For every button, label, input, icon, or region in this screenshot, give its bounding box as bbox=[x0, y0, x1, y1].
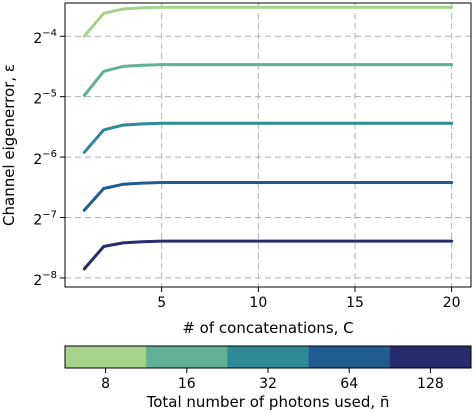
plot-frame bbox=[64, 2, 472, 288]
y-tick-label: 2−6 bbox=[33, 149, 57, 168]
colorbar-swatch-64 bbox=[308, 346, 391, 368]
colorbar-label: Total number of photons used, n̄ bbox=[146, 393, 390, 411]
grid-lines bbox=[65, 3, 471, 287]
colorbar-tick-label: 32 bbox=[259, 376, 277, 392]
y-tick-label: 2−4 bbox=[33, 28, 57, 47]
x-axis-ticks: 5 10 15 20 bbox=[157, 287, 461, 311]
y-axis-label: Channel eigenerror, ε bbox=[0, 64, 18, 226]
series-line-128 bbox=[82, 239, 454, 271]
series-line-16 bbox=[82, 63, 454, 97]
colorbar-tick-label: 16 bbox=[178, 376, 196, 392]
series-line-32 bbox=[82, 121, 454, 154]
colorbar-swatch-128 bbox=[389, 346, 472, 368]
x-tick-label: 15 bbox=[346, 295, 364, 311]
colorbar-tick-label: 64 bbox=[340, 376, 358, 392]
series-line-64 bbox=[82, 181, 454, 212]
y-tick-label: 2−5 bbox=[33, 89, 57, 108]
colorbar-swatch-32 bbox=[227, 346, 310, 368]
series-lines bbox=[82, 5, 454, 271]
colorbar-tick-label: 128 bbox=[417, 376, 444, 392]
colorbar: 8 16 32 64 128 bbox=[64, 345, 472, 392]
y-tick-label: 2−7 bbox=[33, 210, 57, 229]
x-tick-label: 10 bbox=[249, 295, 267, 311]
x-axis-label: # of concatenations, C bbox=[182, 319, 353, 337]
x-tick-label: 5 bbox=[157, 295, 166, 311]
y-axis-ticks: 2−8 2−7 2−6 2−5 2−4 bbox=[33, 28, 65, 289]
colorbar-swatch-16 bbox=[146, 346, 228, 368]
colorbar-swatch-8 bbox=[65, 346, 147, 368]
colorbar-tick-label: 8 bbox=[101, 376, 110, 392]
series-line-8 bbox=[82, 5, 454, 38]
y-tick-label: 2−8 bbox=[33, 270, 57, 289]
colorbar-frame bbox=[64, 345, 472, 369]
x-tick-label: 20 bbox=[443, 295, 461, 311]
